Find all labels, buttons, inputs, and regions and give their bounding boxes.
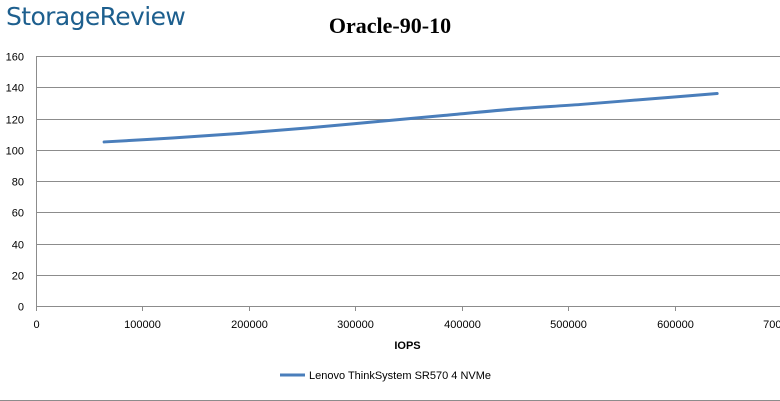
x-tick-label: 700000 — [763, 319, 780, 331]
x-axis-label: IOPS — [394, 340, 420, 352]
y-tick-label: 100 — [6, 146, 24, 158]
y-tick-label: 80 — [12, 177, 24, 189]
x-tick-label: 200000 — [231, 319, 268, 331]
x-tick-label: 0 — [33, 319, 39, 331]
storagereview-logo: StorageReview — [6, 2, 186, 31]
y-tick-label: 60 — [12, 208, 24, 220]
y-tick-label: 120 — [6, 115, 24, 127]
chart-title: Oracle-90-10 — [328, 13, 452, 38]
x-tick-label: 100000 — [124, 319, 161, 331]
legend-label: Lenovo ThinkSystem SR570 4 NVMe — [309, 370, 491, 382]
y-tick-label: 160 — [6, 52, 24, 64]
series-line — [102, 92, 719, 144]
x-tick-label: 600000 — [657, 319, 694, 331]
y-tick-label: 140 — [6, 83, 24, 95]
y-tick-label: 40 — [12, 240, 24, 252]
x-tick-label: 300000 — [337, 319, 374, 331]
y-tick-label: 0 — [18, 302, 24, 314]
x-tick-label: 500000 — [550, 319, 587, 331]
y-tick-label: 20 — [12, 271, 24, 283]
x-tick-label: 400000 — [444, 319, 481, 331]
